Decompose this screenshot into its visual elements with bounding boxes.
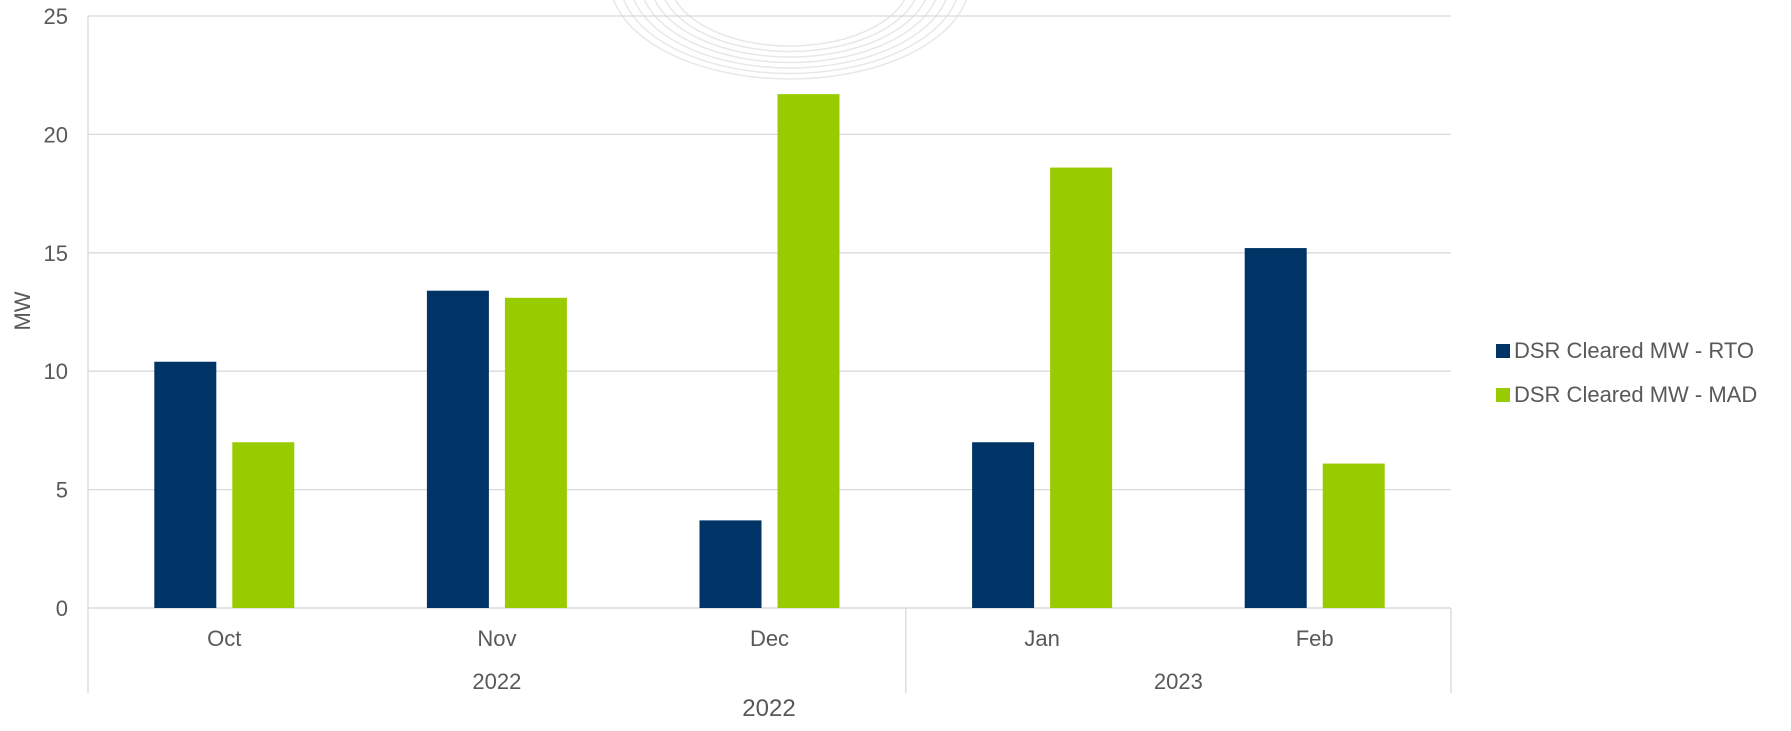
legend-label: DSR Cleared MW - RTO (1514, 338, 1754, 363)
bar (232, 442, 295, 608)
watermark-arc (664, 0, 916, 53)
y-tick-label: 25 (44, 4, 68, 29)
y-axis-label: MW (10, 291, 35, 330)
legend-label: DSR Cleared MW - MAD (1514, 382, 1757, 407)
bar (1322, 463, 1385, 608)
x-tick-label: Oct (207, 626, 241, 651)
axes (87, 16, 1452, 693)
y-tick-labels: 0 5 10 15 20 25 (44, 4, 68, 621)
x-tick-label: Nov (477, 626, 516, 651)
x-tick-label: Jan (1024, 626, 1059, 651)
y-tick-label: 0 (56, 596, 68, 621)
x-tick-label: Dec (750, 626, 789, 651)
y-tick-label: 10 (44, 359, 68, 384)
x-year-group-label: 2022 (472, 669, 521, 694)
bar (504, 297, 567, 608)
watermark-arc (612, 0, 968, 80)
bar (777, 94, 840, 609)
y-tick-label: 5 (56, 478, 68, 503)
watermark-arc (654, 0, 926, 58)
bar (699, 520, 762, 608)
legend: DSR Cleared MW - RTO DSR Cleared MW - MAD (1496, 338, 1757, 407)
bars (154, 94, 1385, 609)
watermark-arcs (612, 0, 968, 80)
bar (426, 290, 489, 608)
watermark-arc (623, 0, 957, 75)
x-outer-year-label: 2022 (742, 695, 795, 722)
bar (972, 442, 1035, 608)
x-tick-label: Feb (1296, 626, 1334, 651)
y-tick-label: 20 (44, 122, 68, 147)
watermark-arc (633, 0, 947, 69)
x-year-group-label: 2023 (1154, 669, 1203, 694)
bar (1244, 248, 1307, 608)
legend-swatch (1496, 344, 1510, 358)
bar (154, 361, 217, 608)
bar (1050, 167, 1113, 608)
x-tick-labels: 2022 2023 Oct Nov Dec Jan Feb (207, 626, 1333, 694)
legend-swatch (1496, 388, 1510, 402)
y-tick-label: 15 (44, 241, 68, 266)
watermark-arc (674, 0, 906, 47)
watermark-arc (643, 0, 937, 64)
